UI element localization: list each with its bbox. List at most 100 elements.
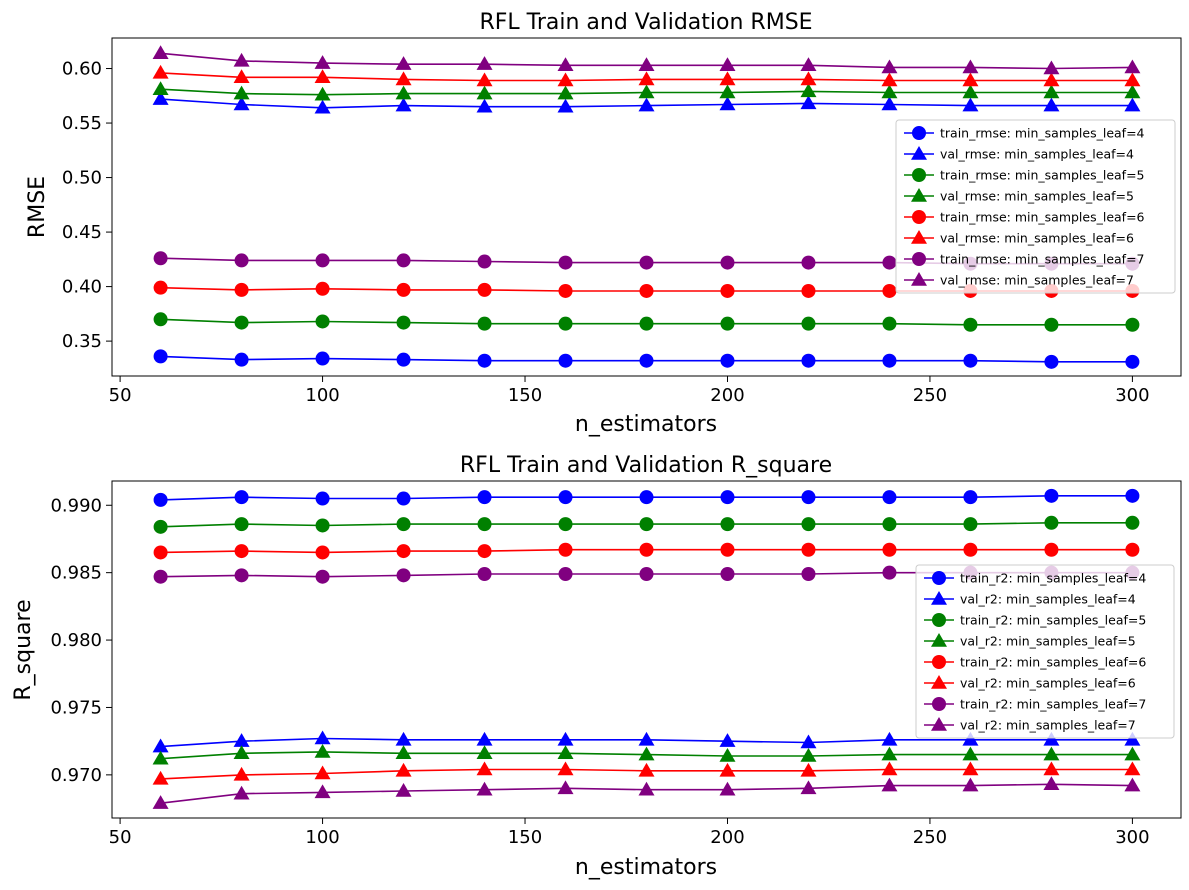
rmse-data-point — [963, 353, 978, 368]
r-square-data-point — [638, 781, 655, 796]
rmse-data-point — [1124, 59, 1141, 74]
rmse-data-point — [801, 255, 816, 270]
rmse-data-point — [1043, 97, 1060, 112]
rmse-data-point — [720, 283, 735, 298]
rmse-data-point — [558, 255, 573, 270]
r-square-data-point — [719, 747, 736, 762]
rmse-chart-title: RFL Train and Validation RMSE — [479, 10, 812, 35]
r-square-data-point — [1043, 776, 1060, 791]
rmse-x-axis-label: n_estimators — [575, 412, 717, 437]
r-square-data-point — [638, 731, 655, 746]
rmse-legend-label: val_rmse: min_samples_leaf=6 — [940, 231, 1134, 246]
r-square-data-point — [720, 517, 735, 532]
r-square-data-point — [153, 492, 168, 507]
r-square-data-point — [476, 745, 493, 760]
rmse-data-point — [882, 283, 897, 298]
r-square-data-point — [1125, 488, 1140, 503]
rmse-x-tick-label: 300 — [1115, 385, 1149, 406]
rmse-legend-marker — [912, 210, 926, 224]
rmse-legend-marker — [912, 126, 926, 140]
r-square-data-point — [315, 545, 330, 560]
rmse-legend-label: val_rmse: min_samples_leaf=7 — [940, 273, 1134, 288]
r-square-data-point — [1124, 746, 1141, 761]
r-square-data-point — [1044, 515, 1059, 530]
r-square-data-point — [881, 746, 898, 761]
rmse-data-point — [153, 251, 168, 266]
r-square-data-point — [720, 567, 735, 582]
rmse-data-point — [234, 352, 249, 367]
r-square-data-point — [719, 733, 736, 747]
rmse-data-point — [638, 84, 655, 99]
rmse-y-axis: 0.35 0.40 0.45 0.50 0.55 0.60 — [62, 59, 112, 352]
rmse-data-point — [638, 71, 655, 86]
rmse-data-point — [962, 97, 979, 112]
rmse-data-point — [720, 255, 735, 270]
r-square-data-point — [234, 490, 249, 505]
rmse-data-point — [396, 315, 411, 330]
r-square-data-point — [233, 745, 250, 760]
r-square-data-point — [881, 731, 898, 746]
r-square-data-point — [962, 731, 979, 746]
rmse-data-point — [233, 69, 250, 84]
r-square-legend-marker — [931, 675, 947, 689]
r-square-data-point — [152, 770, 169, 785]
rmse-data-point — [800, 83, 817, 98]
rmse-data-point — [1124, 84, 1141, 99]
rmse-data-point — [557, 98, 574, 113]
rmse-data-point — [558, 283, 573, 298]
rmse-data-point — [314, 69, 331, 84]
rmse-y-tick-label: 0.45 — [62, 222, 102, 243]
r-square-legend: train_r2: min_samples_leaf=4 val_r2: min_… — [915, 564, 1175, 739]
rmse-data-point — [233, 85, 250, 100]
r-square-data-point — [1124, 777, 1141, 792]
rmse-legend-label: train_rmse: min_samples_leaf=5 — [940, 168, 1145, 183]
rmse-legend-label: train_rmse: min_samples_leaf=7 — [940, 252, 1145, 267]
r-square-x-tick-label: 200 — [710, 827, 744, 848]
r-square-data-point — [719, 762, 736, 777]
rmse-data-point — [800, 57, 817, 72]
r-square-y-tick-label: 0.985 — [50, 563, 102, 584]
r-square-legend-label: train_r2: min_samples_leaf=6 — [960, 655, 1146, 670]
r-square-data-point — [558, 517, 573, 532]
rmse-y-tick-label: 0.60 — [62, 59, 102, 80]
r-square-data-point — [962, 746, 979, 761]
rmse-data-point — [315, 253, 330, 268]
rmse-legend-marker — [911, 146, 927, 160]
r-square-data-point — [801, 490, 816, 505]
r-square-legend-marker — [932, 613, 946, 627]
r-square-data-point — [477, 517, 492, 532]
r-square-data-point — [315, 518, 330, 533]
rmse-data-point — [1124, 97, 1141, 112]
rmse-data-point — [476, 56, 493, 70]
r-square-y-tick-label: 0.980 — [50, 630, 102, 651]
rmse-data-point — [1043, 72, 1060, 87]
r-square-legend-marker — [931, 633, 947, 647]
rmse-data-point — [315, 281, 330, 296]
r-square-data-point — [314, 730, 331, 745]
rmse-data-point — [963, 317, 978, 332]
r-square-x-axis: 50 100 150 200 250 300 — [109, 818, 1150, 848]
r-square-x-tick-label: 300 — [1115, 827, 1149, 848]
r-square-data-point — [396, 491, 411, 506]
r-square-legend-label: val_r2: min_samples_leaf=5 — [960, 634, 1136, 649]
r-square-data-point — [882, 490, 897, 505]
rmse-data-point — [801, 283, 816, 298]
rmse-y-axis-label: RMSE — [25, 176, 50, 238]
r-square-chart: RFL Train and Validation R_square 50 100 1… — [11, 453, 1182, 880]
r-square-data-point — [638, 762, 655, 777]
rmse-data-point — [719, 84, 736, 99]
r-square-legend-marker — [932, 571, 946, 585]
rmse-data-point — [881, 84, 898, 99]
r-square-legend-label: val_r2: min_samples_leaf=6 — [960, 676, 1136, 691]
r-square-data-point — [800, 747, 817, 762]
r-square-data-point — [557, 731, 574, 746]
r-square-data-point — [801, 567, 816, 582]
r-square-data-point — [558, 490, 573, 505]
r-square-data-point — [1043, 731, 1060, 746]
r-square-legend-marker — [931, 591, 947, 605]
rmse-data-point — [476, 85, 493, 100]
rmse-data-point — [477, 282, 492, 297]
rmse-legend-marker — [912, 168, 926, 182]
rmse-data-point — [1125, 354, 1140, 369]
